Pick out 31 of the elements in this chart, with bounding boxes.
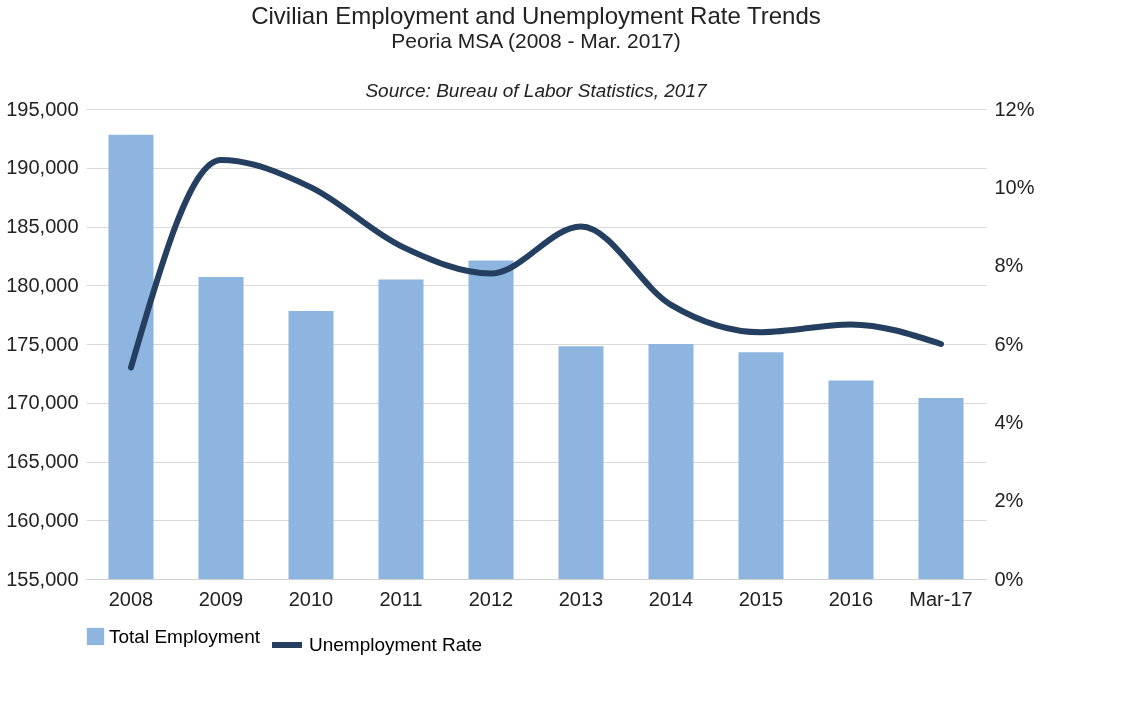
y2-tick-label: 10%	[994, 175, 1035, 198]
chart-subtitle: Peoria MSA (2008 - Mar. 2017)	[391, 29, 681, 52]
y2-tick-label: 0%	[994, 567, 1024, 590]
x-tick-label: 2012	[468, 587, 514, 610]
y2-tick-label: 2%	[994, 489, 1024, 512]
y2-tick-label: 12%	[994, 97, 1035, 120]
x-tick-label: 2015	[738, 587, 784, 610]
y-tick-label: 190,000	[6, 156, 79, 179]
y2-tick-label: 8%	[994, 254, 1024, 277]
y-tick-label: 170,000	[6, 391, 79, 414]
legend-label: Total Employment	[109, 625, 261, 647]
x-tick-label: 2013	[558, 587, 604, 610]
y-tick-label: 165,000	[6, 450, 79, 472]
x-tick-label: 2016	[828, 587, 874, 610]
y2-tick-label: 6%	[994, 332, 1024, 355]
y-tick-label: 195,000	[6, 97, 79, 120]
y-tick-label: 160,000	[6, 508, 79, 531]
x-tick-label: 2011	[379, 587, 423, 610]
y-tick-label: 175,000	[6, 332, 79, 355]
y-tick-label: 180,000	[6, 273, 79, 296]
x-tick-label: 2009	[198, 587, 244, 610]
x-tick-label: 2010	[288, 587, 334, 610]
y2-tick-label: 4%	[994, 410, 1024, 433]
chart-title: Civilian Employment and Unemployment Rate Trends	[251, 2, 821, 29]
legend-label: Unemployment Rate	[309, 634, 483, 655]
x-tick-label: 2014	[648, 587, 694, 610]
source-note: Source: Bureau of Labor Statistics, 2017	[365, 80, 708, 101]
x-tick-label: 2008	[108, 587, 154, 610]
x-tick-label: Mar-17	[909, 587, 973, 610]
y-tick-label: 155,000	[6, 567, 79, 590]
y-tick-label: 185,000	[6, 215, 79, 237]
